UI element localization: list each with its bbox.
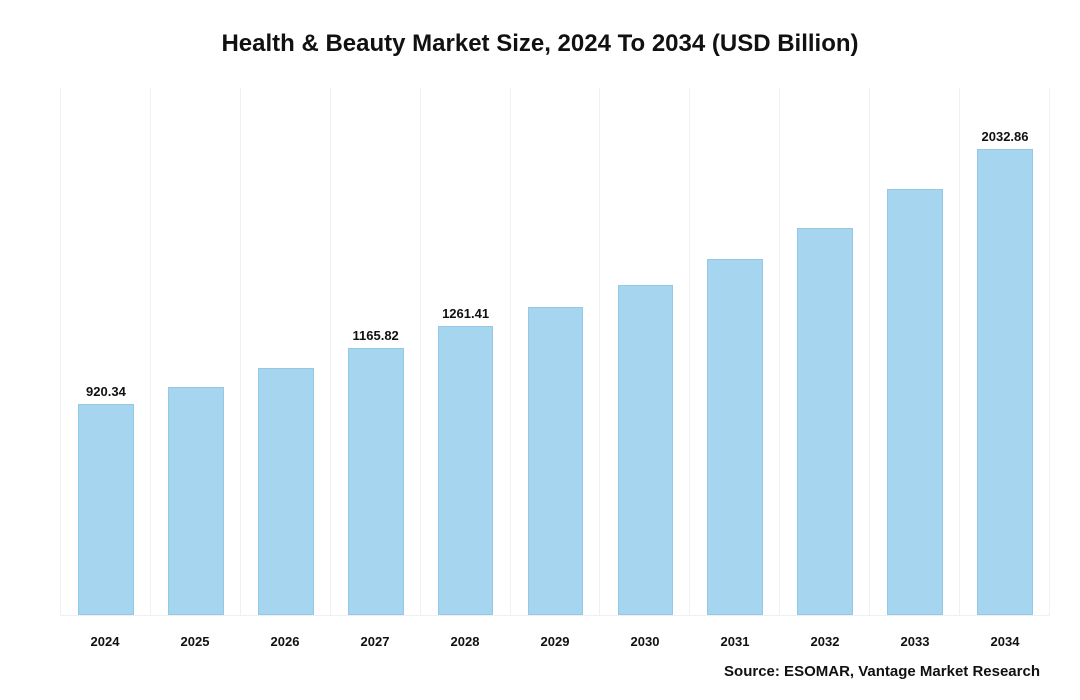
bar-2028: 1261.41 <box>438 326 494 615</box>
bar-slot: 1165.82 <box>331 88 421 615</box>
bar-2033 <box>887 189 943 615</box>
bar-slot: 1261.41 <box>421 88 511 615</box>
bar-slot <box>511 88 601 615</box>
bar-2024: 920.34 <box>78 404 134 615</box>
bar-value-label: 1165.82 <box>353 328 399 343</box>
x-axis: 2024 2025 2026 2027 2028 2029 2030 2031 … <box>60 634 1050 649</box>
x-tick: 2029 <box>510 634 600 649</box>
bar-slot <box>600 88 690 615</box>
bar-2029 <box>528 307 584 615</box>
x-tick: 2032 <box>780 634 870 649</box>
x-tick: 2033 <box>870 634 960 649</box>
bar-2030 <box>618 285 674 615</box>
x-tick: 2026 <box>240 634 330 649</box>
x-tick: 2028 <box>420 634 510 649</box>
x-tick: 2031 <box>690 634 780 649</box>
bar-2032 <box>797 228 853 615</box>
x-tick: 2024 <box>60 634 150 649</box>
bar-slot: 2032.86 <box>960 88 1050 615</box>
bar-2025 <box>168 387 224 615</box>
bars-layer: 920.34 1165.82 1261.41 <box>61 88 1050 615</box>
bar-2027: 1165.82 <box>348 348 404 615</box>
plot-area: 920.34 1165.82 1261.41 <box>60 88 1050 616</box>
x-tick: 2027 <box>330 634 420 649</box>
bar-slot <box>780 88 870 615</box>
bar-value-label: 920.34 <box>86 384 126 399</box>
bar-value-label: 2032.86 <box>982 129 1029 144</box>
bar-slot <box>151 88 241 615</box>
source-text: Source: ESOMAR, Vantage Market Research <box>20 663 1040 680</box>
chart-container: Health & Beauty Market Size, 2024 To 203… <box>0 0 1080 700</box>
bar-2031 <box>707 259 763 615</box>
x-tick: 2025 <box>150 634 240 649</box>
bar-2026 <box>258 368 314 615</box>
bar-slot <box>690 88 780 615</box>
bar-value-label: 1261.41 <box>442 306 489 321</box>
x-tick: 2034 <box>960 634 1050 649</box>
x-tick: 2030 <box>600 634 690 649</box>
chart-title: Health & Beauty Market Size, 2024 To 203… <box>20 30 1060 58</box>
bar-slot: 920.34 <box>61 88 151 615</box>
bar-2034: 2032.86 <box>977 149 1033 615</box>
bar-slot <box>870 88 960 615</box>
bar-slot <box>241 88 331 615</box>
